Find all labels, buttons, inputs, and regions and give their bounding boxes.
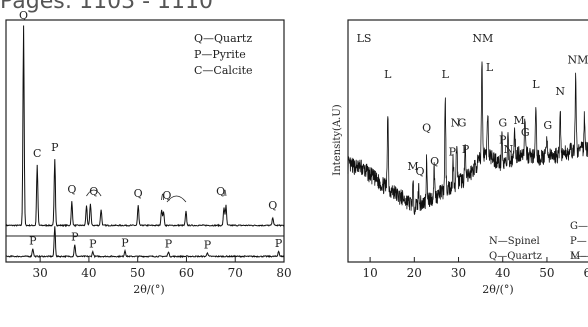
peak-label: P [275,237,283,250]
peak-label: N [504,143,514,156]
peak-label: NM [472,32,493,45]
legend-entry-left: P—Pyrite [194,48,246,61]
peak-label: M [407,160,418,173]
x-tick-label-left: 80 [276,266,291,280]
chart-title-right: LS [357,32,372,45]
peak-label: P [89,238,97,251]
legend-entry-right: L— [570,251,587,262]
x-tick-label-left: 30 [32,266,47,280]
xrd-trace-left-0 [5,25,285,228]
peak-label: P [29,234,37,247]
peak-label: Q [67,183,76,196]
peak-bracket [223,189,227,197]
page-range-caption: Pages: 1103 - 1110 [0,0,214,14]
peak-label: L [384,68,392,81]
x-tick-label-left: 50 [130,266,145,280]
peak-label: Q [422,121,431,134]
peak-label: Q [216,185,225,198]
peak-label: Q [134,187,143,200]
legend-entry-right: P— [570,236,587,247]
legend-entry-left: C—Calcite [194,64,253,77]
peak-label: L [442,68,450,81]
x-axis-label-left: 2θ/(°) [133,283,164,296]
legend-entry-right: M— [570,251,588,262]
peak-label: M [513,114,524,127]
peak-label: L [486,61,494,74]
peak-label: Q [162,189,171,202]
peak-label: L [532,78,540,91]
peak-label: Q [430,155,439,168]
x-tick-label-right: 10 [362,266,377,280]
plot-frame-right [347,19,588,263]
peak-label: G [498,116,507,129]
x-tick-label-left: 70 [228,266,243,280]
x-tick-label-right: 40 [495,266,510,280]
peak-label: P [462,143,470,156]
x-tick-label-right: 50 [539,266,554,280]
peak-bracket [166,195,187,203]
peak-label: C [33,147,41,160]
xrd-chart-left: QC PQ Q Q Q QQP PP P P P P30 40 50 60 70 802θ/(°)Q—Quar… [5,9,292,296]
peak-label: Q [19,9,28,22]
peak-label: N [555,85,565,98]
peak-label: P [71,230,79,243]
peak-bracket [86,189,102,197]
legend-entry-right: G— [570,221,588,232]
x-tick-label-left: 40 [81,266,96,280]
x-tick-label-right: 30 [451,266,466,280]
peak-label: P [165,238,173,251]
peak-label: Q [268,199,277,212]
peak-label: G [521,126,530,139]
peak-label: NM [567,54,588,67]
plot-frame-left [5,19,285,263]
legend-entry-right: Q—Quartz [489,251,542,262]
x-tick-label-right: 60 [584,266,588,280]
x-axis-label-right: 2θ/(°) [482,283,513,296]
legend-entry-left: Q—Quartz [194,32,252,45]
peak-label: G [458,116,467,129]
peak-label: P [121,236,129,249]
x-tick-label-left: 60 [179,266,194,280]
xrd-trace-left-1 [5,226,285,259]
legend-entry-right: N—Spinel [489,236,540,247]
xrd-trace-right [347,61,588,216]
peak-label: N [451,116,461,129]
peak-label: P [51,141,59,154]
peak-bracket [161,193,164,201]
y-axis-label-right: Intensity(A.U) [332,104,343,175]
peak-label: P [499,133,507,146]
x-tick-label-right: 20 [407,266,422,280]
peak-label: Q [89,185,98,198]
peak-label: G [543,119,552,132]
peak-label: P [204,238,212,251]
peak-label: Q [416,165,425,178]
peak-label: P [449,146,457,159]
